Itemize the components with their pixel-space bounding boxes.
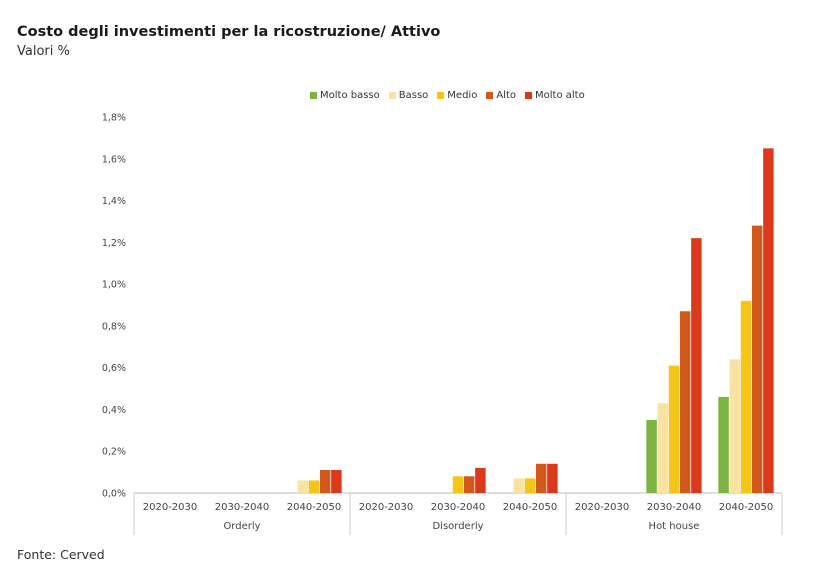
legend: Molto basso Basso Medio Alto Molto alto — [310, 90, 585, 101]
bar — [718, 396, 729, 493]
y-tick-label: 0,8% — [102, 321, 126, 332]
x-tick-label: 2040-2050 — [719, 502, 774, 513]
x-tick-label: 2020-2030 — [575, 502, 630, 513]
bar — [524, 478, 536, 493]
bar — [452, 476, 464, 493]
legend-swatch — [525, 92, 532, 99]
legend-label: Alto — [496, 90, 516, 101]
legend-item-alto: Alto — [486, 90, 516, 101]
bar — [740, 300, 752, 493]
legend-swatch — [486, 92, 494, 99]
bar — [729, 359, 741, 493]
x-tick-label: 2030-2040 — [431, 502, 486, 513]
bar — [513, 478, 525, 493]
group-label: Disorderly — [432, 521, 483, 532]
legend-label: Molto alto — [535, 90, 585, 101]
bar — [535, 463, 547, 493]
legend-item-medio: Medio — [437, 90, 477, 101]
y-tick-label: 0,0% — [102, 489, 126, 500]
group-label: Orderly — [223, 521, 260, 532]
y-tick-label: 1,4% — [102, 196, 126, 207]
y-tick-label: 1,0% — [102, 280, 126, 291]
group-label: Hot house — [649, 521, 700, 532]
x-tick-label: 2020-2030 — [359, 502, 414, 513]
x-tick-label: 2040-2050 — [287, 502, 342, 513]
x-tick-label: 2030-2040 — [215, 502, 270, 513]
bar — [763, 148, 774, 494]
legend-swatch — [388, 92, 396, 99]
bar — [463, 476, 475, 493]
bar — [319, 470, 331, 493]
bar — [297, 480, 309, 493]
y-tick-label: 0,6% — [102, 363, 126, 374]
y-tick-label: 1,2% — [102, 238, 126, 249]
bar — [668, 365, 680, 493]
x-tick-label: 2040-2050 — [503, 502, 558, 513]
legend-label: Basso — [398, 90, 429, 101]
legend-label: Medio — [447, 90, 478, 101]
chart-subtitle: Valori % — [17, 44, 70, 59]
legend-swatch — [310, 92, 317, 99]
y-tick-label: 0,4% — [102, 405, 126, 416]
bar — [547, 463, 558, 493]
bar — [751, 225, 763, 493]
bar — [646, 419, 657, 493]
y-tick-label: 1,8% — [102, 113, 126, 124]
legend-item-molto-alto: Molto alto — [525, 90, 585, 101]
legend-item-basso: Basso — [388, 90, 429, 101]
y-tick-label: 0,2% — [102, 447, 126, 458]
y-tick-label: 1,6% — [102, 154, 126, 165]
legend-item-molto-basso: Molto basso — [310, 90, 380, 101]
bar — [657, 403, 669, 493]
bar — [691, 238, 702, 493]
bar — [679, 311, 691, 493]
bar — [475, 467, 486, 493]
x-tick-label: 2020-2030 — [143, 502, 198, 513]
chart-title: Costo degli investimenti per la ricostru… — [17, 24, 441, 40]
x-tick-label: 2030-2040 — [647, 502, 702, 513]
legend-swatch — [437, 92, 445, 99]
bar — [331, 470, 342, 493]
source-note: Fonte: Cerved — [17, 547, 105, 562]
bar — [308, 480, 320, 493]
legend-label: Molto basso — [320, 90, 380, 101]
